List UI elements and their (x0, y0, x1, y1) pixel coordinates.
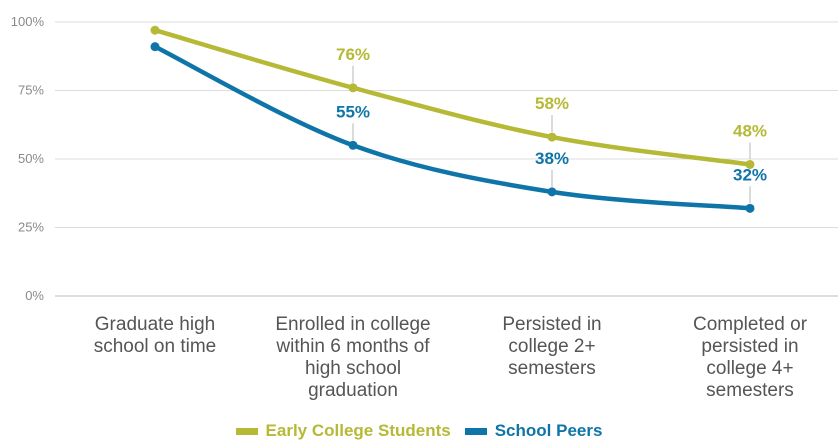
y-axis-ticks: 0% 25% 50% 75% 100% (11, 14, 45, 303)
data-point (348, 140, 358, 150)
x-category-label: Persisted in college 2+ semesters (502, 314, 601, 379)
legend-item-early-college: Early College Students (235, 421, 451, 441)
y-tick-label: 100% (11, 14, 45, 29)
x-category-label: Graduate high school on time (94, 314, 217, 357)
label-leader-lines (352, 65, 751, 204)
series-lines (150, 25, 755, 213)
data-point (745, 159, 755, 169)
y-tick-label: 75% (18, 83, 44, 98)
y-tick-label: 0% (25, 288, 44, 303)
data-label: 48% (733, 121, 767, 140)
legend-label-early-college: Early College Students (265, 421, 451, 440)
data-point (745, 203, 755, 213)
data-label: 38% (535, 149, 569, 168)
data-label: 32% (733, 165, 767, 184)
series-line (152, 44, 753, 211)
data-point (150, 25, 160, 35)
y-tick-label: 50% (18, 151, 44, 166)
legend-swatch-early-college (235, 427, 258, 435)
data-point (348, 83, 358, 93)
data-label: 58% (535, 94, 569, 113)
y-tick-label: 25% (18, 220, 44, 235)
data-point (150, 42, 160, 52)
x-category-label: Enrolled in college within 6 months of hig… (275, 314, 430, 401)
data-label: 55% (336, 102, 370, 121)
series-line (152, 27, 753, 167)
x-axis-categories: Graduate high school on time Enrolled in c… (94, 314, 808, 401)
legend-label-school-peers: School Peers (494, 421, 603, 440)
legend: Early College Students School Peers (0, 418, 838, 444)
data-label: 76% (336, 45, 370, 64)
data-labels: 76% 58% 48% 55% 38% 32% (336, 45, 767, 185)
gridlines (55, 21, 838, 297)
x-category-label: Completed or persisted in college 4+ semest… (693, 314, 808, 401)
line-chart: 0% 25% 50% 75% 100% Graduate high school on t… (11, 14, 838, 401)
legend-swatch-school-peers (464, 427, 487, 435)
data-point (547, 132, 557, 142)
data-point (547, 187, 557, 197)
legend-item-school-peers: School Peers (464, 421, 603, 441)
